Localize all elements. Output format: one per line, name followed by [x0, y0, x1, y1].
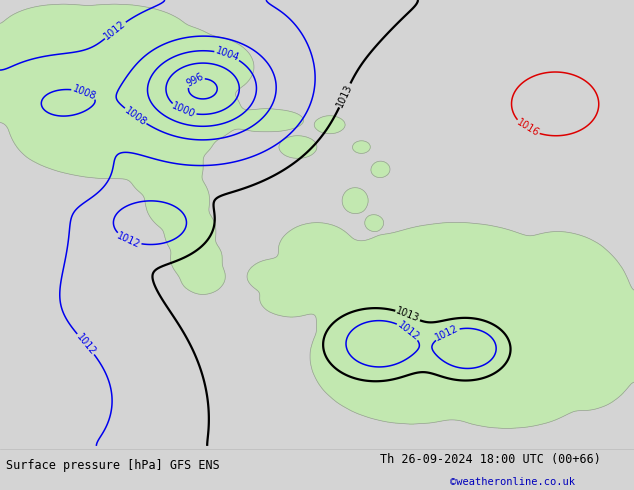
Text: 1000: 1000	[171, 101, 197, 120]
Text: ©weatheronline.co.uk: ©weatheronline.co.uk	[450, 477, 575, 487]
Text: Surface pressure [hPa] GFS ENS: Surface pressure [hPa] GFS ENS	[6, 459, 220, 472]
Text: 1012: 1012	[434, 323, 460, 343]
Text: Th 26-09-2024 18:00 UTC (00+66): Th 26-09-2024 18:00 UTC (00+66)	[380, 453, 601, 466]
Text: 1012: 1012	[396, 319, 421, 343]
Text: 1013: 1013	[335, 82, 354, 109]
Text: 1012: 1012	[115, 230, 142, 250]
Text: 1008: 1008	[71, 83, 98, 101]
Text: 996: 996	[184, 72, 205, 89]
Text: 1012: 1012	[74, 331, 98, 357]
Text: 1013: 1013	[394, 306, 421, 324]
Text: 1008: 1008	[122, 105, 148, 127]
Text: 1012: 1012	[103, 19, 128, 42]
Text: 1016: 1016	[514, 118, 541, 139]
Text: 1004: 1004	[214, 46, 240, 64]
